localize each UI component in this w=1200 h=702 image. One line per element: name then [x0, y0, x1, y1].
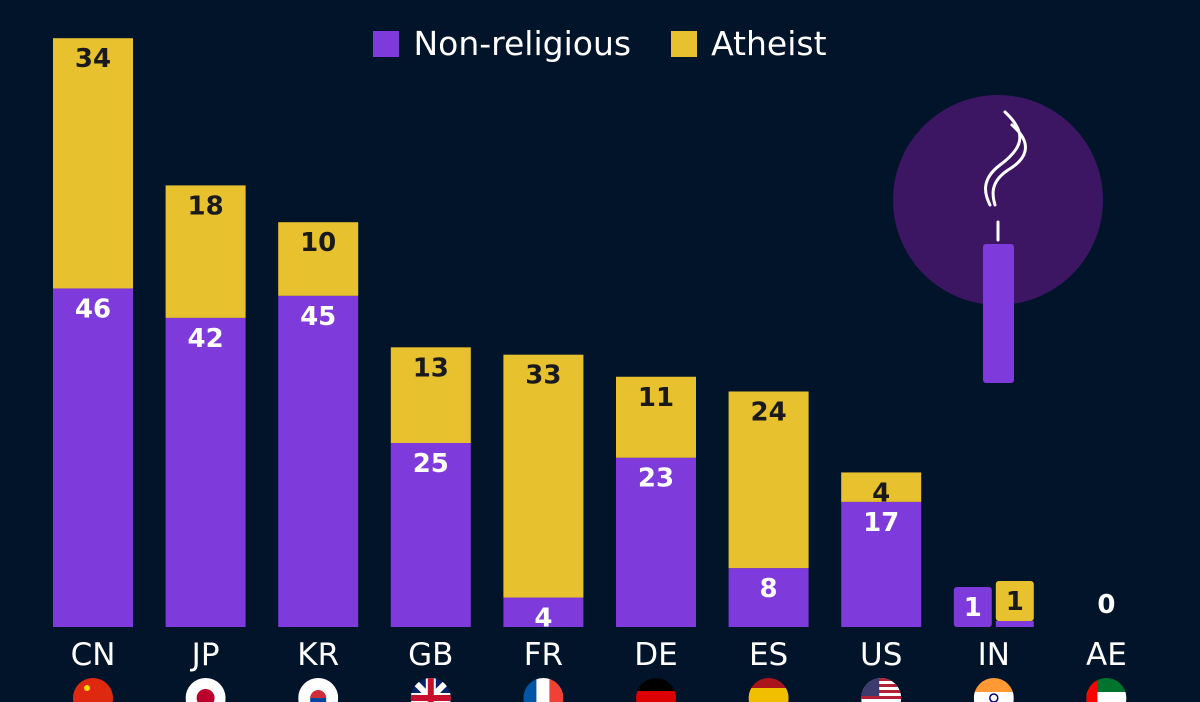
- category-label-ae: AE: [1086, 637, 1127, 673]
- category-label-kr: KR: [297, 637, 339, 673]
- bar-atheist-in: [995, 581, 1034, 621]
- bar-atheist-gb: [390, 347, 471, 443]
- uk-flag: [410, 678, 451, 702]
- bar-nonreligious-fr: [503, 597, 584, 627]
- usa-flag: [861, 678, 902, 702]
- label-nonreligious-cn: 46: [75, 294, 111, 324]
- bar-base-in: [995, 621, 1034, 627]
- bar-atheist-es: [728, 391, 809, 569]
- label-nonreligious-es: 8: [760, 574, 778, 604]
- label-atheist-es: 24: [751, 397, 787, 427]
- spain-flag: [748, 678, 789, 702]
- bar-nonreligious-cn: [53, 288, 133, 627]
- label-atheist-kr: 10: [300, 228, 336, 258]
- legend-label-nonreligious: Non-religious: [413, 24, 632, 63]
- legend-swatch-atheist: [671, 30, 698, 57]
- category-label-de: DE: [634, 637, 677, 673]
- japan-flag: [185, 678, 226, 702]
- germany-flag: [636, 678, 676, 702]
- label-nonreligious-gb: 25: [413, 449, 449, 479]
- bar-nonreligious-es: [728, 568, 809, 627]
- bar-nonreligious-de: [616, 457, 696, 627]
- legend-label-atheist: Atheist: [711, 24, 827, 63]
- legend-item-nonreligious: Non-religious: [373, 24, 631, 63]
- bar-atheist-kr: [278, 222, 359, 296]
- label-nonreligious-de: 23: [638, 464, 674, 494]
- candle-body: [983, 244, 1014, 383]
- label-nonreligious-fr: 4: [534, 604, 552, 634]
- label-nonreligious-kr: 45: [300, 302, 336, 332]
- bar-nonreligious-us: [841, 501, 922, 627]
- south-korea-flag: [298, 678, 339, 702]
- category-label-us: US: [860, 637, 902, 673]
- bar-nonreligious-gb: [390, 443, 471, 627]
- category-label-in: IN: [978, 637, 1010, 673]
- india-flag: [973, 678, 1014, 702]
- label-atheist-jp: 18: [188, 191, 224, 221]
- category-label-es: ES: [749, 637, 788, 673]
- label-atheist-us: 4: [872, 478, 890, 508]
- flags-row: [73, 678, 1127, 702]
- label-nonreligious-jp: 42: [188, 324, 224, 354]
- category-label-fr: FR: [524, 637, 563, 673]
- bar-atheist-cn: [53, 38, 133, 289]
- category-label-jp: JP: [190, 637, 220, 673]
- category-label-gb: GB: [408, 637, 453, 673]
- label-atheist-de: 11: [638, 383, 674, 413]
- label-atheist-gb: 13: [413, 353, 449, 383]
- legend: Non-religious Atheist: [0, 24, 1200, 63]
- china-flag: [73, 678, 113, 702]
- bar-nonreligious-jp: [165, 317, 246, 627]
- bar-nonreligious-in: [953, 587, 992, 627]
- candle-icon: [893, 95, 1103, 383]
- uae-flag: [1086, 678, 1127, 702]
- bar-nonreligious-kr: [278, 295, 359, 627]
- label-nonreligious-in: 1: [964, 593, 982, 623]
- bar-atheist-us: [841, 472, 922, 502]
- bar-atheist-jp: [165, 185, 246, 318]
- label-atheist-fr: 33: [525, 361, 561, 391]
- category-label-cn: CN: [71, 637, 116, 673]
- label-nonreligious-us: 17: [863, 508, 899, 538]
- france-flag: [523, 678, 564, 702]
- category-axis: CN JP KR GB FR DE ES US IN AE: [71, 637, 1127, 673]
- label-atheist-cn: 34: [75, 44, 111, 74]
- bar-atheist-fr: [503, 354, 584, 598]
- candle-backdrop-circle: [893, 95, 1103, 305]
- label-atheist-in: 1: [1006, 587, 1024, 617]
- legend-swatch-nonreligious: [373, 30, 400, 57]
- bar-atheist-de: [616, 376, 696, 458]
- smoke-line-2: [991, 123, 1027, 207]
- label-zero-ae: 0: [1097, 590, 1115, 620]
- legend-item-atheist: Atheist: [671, 24, 827, 63]
